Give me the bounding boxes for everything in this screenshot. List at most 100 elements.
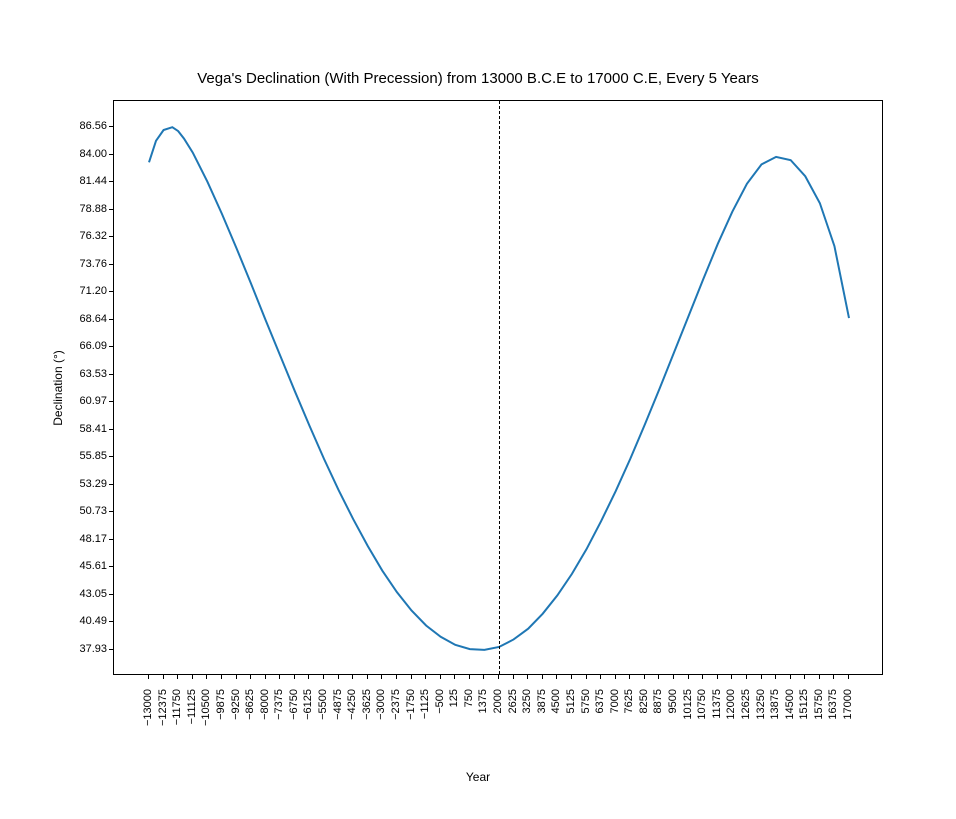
x-tick-label: 16375 — [827, 689, 839, 720]
x-tick-mark — [411, 675, 412, 679]
x-tick-mark — [498, 675, 499, 679]
x-tick-label: 1375 — [477, 689, 489, 713]
y-tick-mark — [109, 346, 113, 347]
x-tick-label: −12375 — [157, 689, 169, 726]
y-tick-label: 78.88 — [79, 203, 107, 215]
x-tick-mark — [717, 675, 718, 679]
x-tick-mark — [615, 675, 616, 679]
x-tick-mark — [294, 675, 295, 679]
x-tick-label: −3625 — [361, 689, 373, 720]
x-tick-label: −2375 — [390, 689, 402, 720]
y-tick-mark — [109, 209, 113, 210]
x-tick-label: −13000 — [142, 689, 154, 726]
y-tick-label: 63.53 — [79, 368, 107, 380]
y-tick-mark — [109, 539, 113, 540]
x-tick-mark — [688, 675, 689, 679]
y-tick-label: 86.56 — [79, 120, 107, 132]
y-tick-label: 66.09 — [79, 340, 107, 352]
x-tick-label: 6375 — [594, 689, 606, 713]
y-tick-label: 81.44 — [79, 175, 107, 187]
x-tick-mark — [848, 675, 849, 679]
x-tick-label: 14500 — [784, 689, 796, 720]
x-tick-mark — [396, 675, 397, 679]
x-tick-mark — [367, 675, 368, 679]
y-tick-mark — [109, 374, 113, 375]
x-tick-label: 8250 — [638, 689, 650, 713]
x-tick-label: −5500 — [317, 689, 329, 720]
y-tick-mark — [109, 484, 113, 485]
x-tick-label: −1750 — [405, 689, 417, 720]
x-tick-mark — [206, 675, 207, 679]
y-tick-mark — [109, 291, 113, 292]
x-tick-mark — [513, 675, 514, 679]
y-tick-mark — [109, 126, 113, 127]
x-tick-mark — [265, 675, 266, 679]
x-tick-label: 17000 — [842, 689, 854, 720]
x-tick-mark — [833, 675, 834, 679]
y-tick-mark — [109, 594, 113, 595]
x-tick-mark — [250, 675, 251, 679]
y-tick-label: 53.29 — [79, 478, 107, 490]
x-tick-label: −1125 — [419, 689, 431, 719]
y-tick-mark — [109, 429, 113, 430]
y-tick-label: 43.05 — [79, 588, 107, 600]
x-tick-label: 5125 — [565, 689, 577, 713]
y-tick-label: 60.97 — [79, 395, 107, 407]
x-tick-label: 10125 — [682, 689, 694, 720]
x-tick-mark — [761, 675, 762, 679]
x-tick-label: 15125 — [798, 689, 810, 720]
x-tick-mark — [338, 675, 339, 679]
x-tick-mark — [425, 675, 426, 679]
x-tick-label: 8875 — [652, 689, 664, 713]
x-tick-label: −9875 — [215, 689, 227, 720]
y-axis-label: Declination (°) — [51, 350, 65, 426]
x-tick-label: −4875 — [332, 689, 344, 720]
chart-title: Vega's Declination (With Precession) fro… — [0, 70, 956, 87]
x-tick-mark — [148, 675, 149, 679]
x-tick-label: 2625 — [507, 689, 519, 713]
x-tick-label: −4250 — [346, 689, 358, 720]
x-tick-mark — [702, 675, 703, 679]
y-tick-mark — [109, 181, 113, 182]
y-tick-label: 40.49 — [79, 615, 107, 627]
x-tick-label: 13250 — [755, 689, 767, 720]
x-tick-label: −10500 — [200, 689, 212, 726]
x-tick-mark — [483, 675, 484, 679]
x-tick-mark — [775, 675, 776, 679]
line-curve — [114, 101, 882, 674]
x-tick-mark — [236, 675, 237, 679]
x-tick-label: −6125 — [302, 689, 314, 720]
y-tick-label: 73.76 — [79, 258, 107, 270]
x-tick-label: 4500 — [550, 689, 562, 713]
x-tick-mark — [192, 675, 193, 679]
x-tick-label: 3875 — [536, 689, 548, 713]
x-tick-label: −500 — [434, 689, 446, 714]
x-axis-label: Year — [0, 770, 956, 784]
x-tick-mark — [731, 675, 732, 679]
x-tick-label: 2000 — [492, 689, 504, 713]
x-tick-label: 9500 — [667, 689, 679, 713]
y-tick-mark — [109, 319, 113, 320]
x-tick-mark — [454, 675, 455, 679]
x-tick-label: 11375 — [711, 689, 723, 719]
y-tick-mark — [109, 621, 113, 622]
x-tick-label: −8000 — [259, 689, 271, 720]
x-tick-mark — [177, 675, 178, 679]
x-tick-mark — [644, 675, 645, 679]
x-tick-label: −6750 — [288, 689, 300, 720]
x-tick-label: 750 — [463, 689, 475, 707]
x-tick-label: 15750 — [813, 689, 825, 720]
y-tick-label: 48.17 — [79, 533, 107, 545]
x-tick-label: 3250 — [521, 689, 533, 713]
y-tick-label: 71.20 — [79, 285, 107, 297]
x-tick-label: 7625 — [623, 689, 635, 713]
x-tick-mark — [352, 675, 353, 679]
plot-area — [113, 100, 883, 675]
x-tick-label: 5750 — [580, 689, 592, 713]
x-tick-label: 12000 — [725, 689, 737, 720]
x-tick-mark — [221, 675, 222, 679]
y-tick-mark — [109, 154, 113, 155]
y-tick-label: 55.85 — [79, 450, 107, 462]
x-tick-mark — [440, 675, 441, 679]
x-tick-mark — [804, 675, 805, 679]
